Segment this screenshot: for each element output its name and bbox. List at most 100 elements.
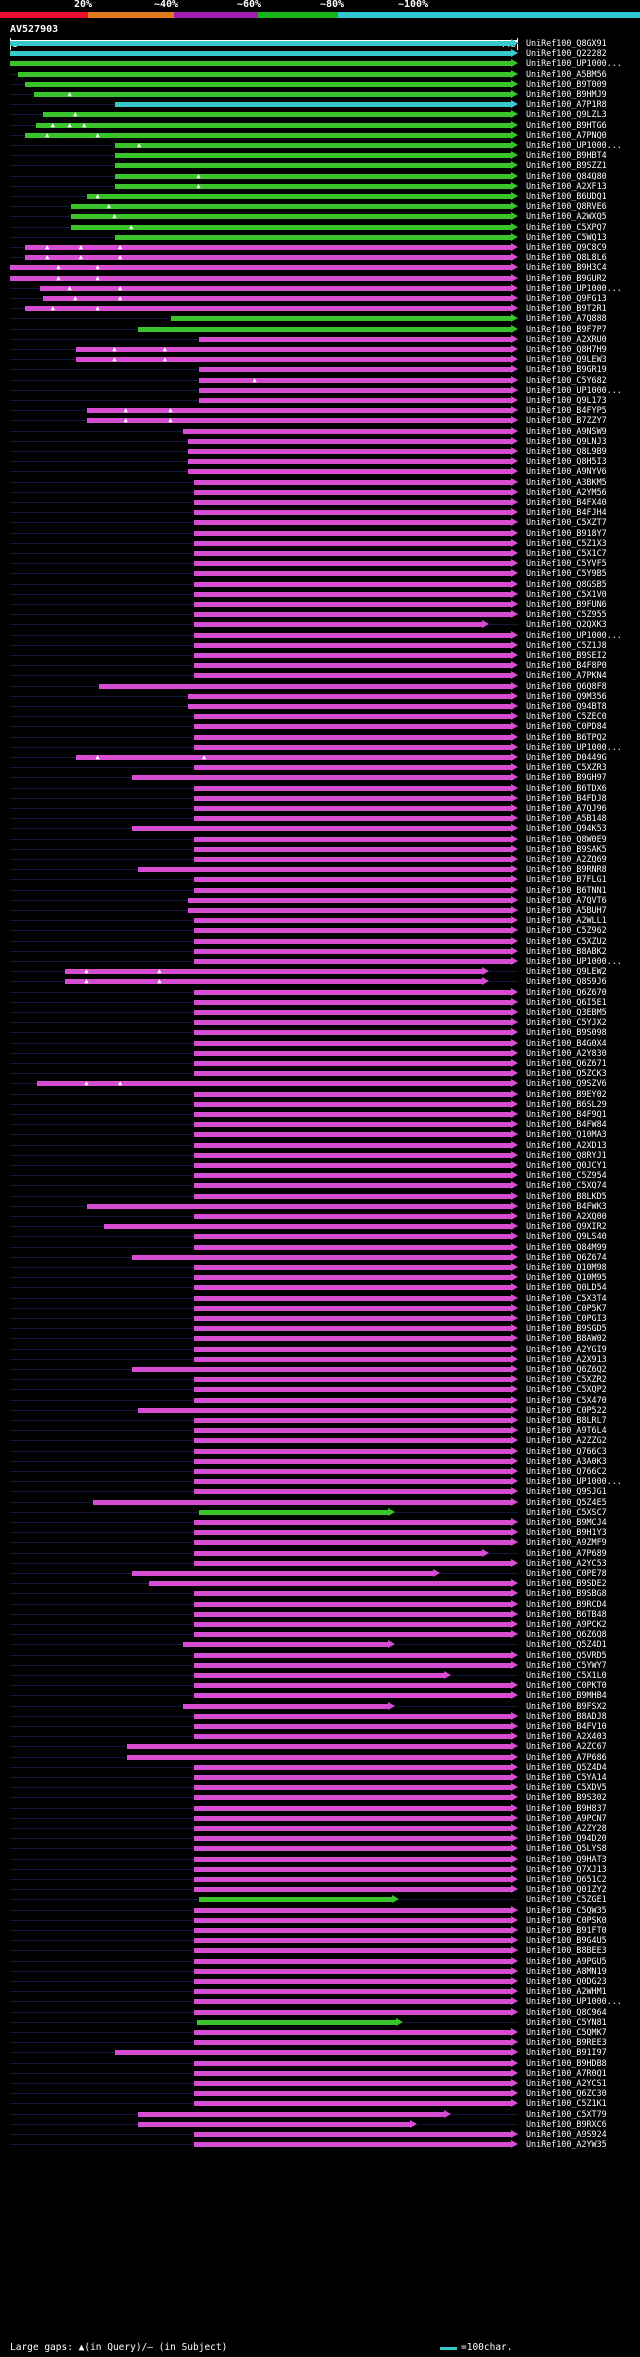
hit-bar[interactable] — [193, 1112, 511, 1117]
hit-bar[interactable] — [137, 867, 511, 873]
hit-row[interactable]: ▲ ▲ UniRef100_B4FYP5 — [0, 405, 640, 415]
hit-bar[interactable] — [193, 1163, 511, 1168]
hit-label[interactable]: UniRef100_UP1000... — [526, 384, 622, 395]
hit-row[interactable]: UniRef100_C5XSC7 — [0, 1507, 640, 1517]
hit-bar[interactable] — [193, 642, 511, 648]
hit-label[interactable]: UniRef100_D0449G — [526, 752, 607, 762]
hit-label[interactable]: UniRef100_A2YGI9 — [526, 1343, 607, 1354]
hit-row[interactable]: UniRef100_UP1000... — [0, 58, 640, 68]
hit-row[interactable]: UniRef100_A7R0Q1 — [0, 2068, 640, 2078]
hit-row[interactable]: UniRef100_Q6Z671 — [0, 1058, 640, 1068]
hit-bar[interactable] — [193, 1265, 511, 1270]
hit-row[interactable]: UniRef100_C0PKT0 — [0, 1680, 640, 1690]
hit-bar[interactable] — [193, 1785, 511, 1791]
hit-label[interactable]: UniRef100_Q9LEW3 — [526, 354, 607, 365]
hit-bar[interactable] — [193, 918, 511, 924]
hit-bar[interactable] — [193, 948, 511, 954]
hit-row[interactable]: UniRef100_A2XD13 — [0, 1140, 640, 1150]
hit-label[interactable]: UniRef100_A2ZQ69 — [526, 854, 607, 864]
hit-bar[interactable] — [193, 1938, 511, 1944]
hit-bar[interactable] — [24, 81, 511, 87]
hit-label[interactable]: UniRef100_A7R0Q1 — [526, 2067, 607, 2078]
hit-label[interactable]: UniRef100_C5Z954 — [526, 1170, 607, 1181]
hit-bar[interactable] — [193, 1836, 511, 1842]
hit-label[interactable]: UniRef100_B9S098 — [526, 1027, 607, 1038]
hit-bar[interactable] — [24, 255, 511, 261]
hit-label[interactable]: UniRef100_C5X1L0 — [526, 1670, 607, 1680]
hit-bar[interactable] — [182, 1703, 388, 1709]
hit-bar[interactable] — [193, 959, 511, 964]
hit-label[interactable]: UniRef100_A3A0K3 — [526, 1455, 607, 1466]
hit-row[interactable]: ▲ ▲ ▲ UniRef100_B9HTG6 — [0, 120, 640, 130]
hit-label[interactable]: UniRef100_C5YWY7 — [526, 1659, 607, 1670]
hit-row[interactable]: UniRef100_UP1000... — [0, 630, 640, 640]
hit-label[interactable]: UniRef100_A2ZZG2 — [526, 1435, 607, 1446]
hit-label[interactable]: UniRef100_UP1000... — [526, 741, 622, 752]
hit-label[interactable]: UniRef100_Q22282 — [526, 48, 607, 59]
hit-row[interactable]: UniRef100_A2WHM1 — [0, 1986, 640, 1996]
hit-row[interactable]: UniRef100_B9S302 — [0, 1792, 640, 1802]
hit-label[interactable]: UniRef100_Q9SZV6 — [526, 1078, 607, 1089]
hit-label[interactable]: UniRef100_Q9SJG1 — [526, 1486, 607, 1497]
hit-bar[interactable] — [132, 775, 511, 781]
hit-label[interactable]: UniRef100_UP1000... — [526, 282, 622, 293]
hit-label[interactable]: UniRef100_Q9C8C9 — [526, 242, 607, 252]
hit-label[interactable]: UniRef100_Q8RVE6 — [526, 201, 607, 212]
hit-bar[interactable] — [199, 1509, 388, 1515]
hit-bar[interactable] — [188, 449, 511, 454]
hit-row[interactable]: UniRef100_Q6Z670 — [0, 987, 640, 997]
hit-bar[interactable] — [193, 510, 511, 516]
hit-label[interactable]: UniRef100_UP1000... — [526, 956, 622, 966]
hit-label[interactable]: UniRef100_B6TDX6 — [526, 782, 607, 793]
hit-row[interactable]: UniRef100_B9SGD5 — [0, 1323, 640, 1333]
hit-bar[interactable] — [137, 1407, 511, 1413]
hit-row[interactable]: UniRef100_Q9HAT3 — [0, 1854, 640, 1864]
hit-row[interactable]: ▲ UniRef100_UP1000... — [0, 140, 640, 150]
hit-row[interactable]: UniRef100_C5YJX2 — [0, 1017, 640, 1027]
hit-label[interactable]: UniRef100_A2XQ00 — [526, 1211, 607, 1221]
hit-bar[interactable] — [193, 479, 511, 485]
hit-bar[interactable] — [193, 1387, 511, 1393]
hit-label[interactable]: UniRef100_B9SGD5 — [526, 1323, 607, 1334]
hit-bar[interactable] — [199, 336, 511, 342]
hit-label[interactable]: UniRef100_B9EY02 — [526, 1088, 607, 1099]
hit-row[interactable]: ▲ UniRef100_C5Y682 — [0, 375, 640, 385]
hit-bar[interactable] — [17, 71, 511, 77]
hit-label[interactable]: UniRef100_B6SL29 — [526, 1098, 607, 1109]
hit-label[interactable]: UniRef100_C5X470 — [526, 1394, 607, 1405]
hit-label[interactable]: UniRef100_A5B148 — [526, 813, 607, 824]
hit-row[interactable]: ▲ ▲ UniRef100_Q9SZV6 — [0, 1078, 640, 1088]
hit-bar[interactable] — [193, 1907, 511, 1913]
hit-label[interactable]: UniRef100_B9SDE2 — [526, 1578, 607, 1589]
hit-row[interactable]: UniRef100_UP1000... — [0, 385, 640, 395]
hit-bar[interactable] — [193, 928, 511, 934]
hit-row[interactable]: UniRef100_C5X1V0 — [0, 589, 640, 599]
hit-row[interactable]: UniRef100_A8MN19 — [0, 1966, 640, 1976]
hit-label[interactable]: UniRef100_B9RCD4 — [526, 1598, 607, 1609]
hit-row[interactable]: UniRef100_A7QJ96 — [0, 803, 640, 813]
hit-bar[interactable] — [98, 683, 511, 689]
hit-row[interactable]: UniRef100_B6TB48 — [0, 1609, 640, 1619]
hit-label[interactable]: UniRef100_C5Z1J8 — [526, 639, 607, 650]
hit-bar[interactable] — [193, 1530, 511, 1536]
hit-label[interactable]: UniRef100_A2ZC67 — [526, 1741, 607, 1752]
hit-label[interactable]: UniRef100_B7ZZY7 — [526, 415, 607, 426]
hit-label[interactable]: UniRef100_C5X3T4 — [526, 1292, 607, 1303]
hit-row[interactable]: UniRef100_A2ZC67 — [0, 1741, 640, 1751]
hit-bar[interactable] — [188, 438, 511, 444]
hit-label[interactable]: UniRef100_B9HMJ9 — [526, 89, 607, 99]
hit-bar[interactable] — [193, 846, 511, 852]
hit-bar[interactable] — [193, 1336, 511, 1342]
hit-bar[interactable] — [193, 1805, 511, 1811]
hit-row[interactable]: UniRef100_A3A0K3 — [0, 1456, 640, 1466]
hit-bar[interactable] — [193, 1866, 511, 1872]
hit-label[interactable]: UniRef100_B9SAK5 — [526, 843, 607, 854]
hit-row[interactable]: UniRef100_A9S924 — [0, 2129, 640, 2139]
hit-bar[interactable] — [193, 1326, 511, 1332]
hit-bar[interactable] — [193, 1152, 511, 1158]
hit-row[interactable]: UniRef100_B9RXC6 — [0, 2119, 640, 2129]
hit-label[interactable]: UniRef100_B8LKD5 — [526, 1190, 607, 1201]
hit-label[interactable]: UniRef100_A2XF13 — [526, 180, 607, 191]
hit-label[interactable]: UniRef100_Q9XIR2 — [526, 1221, 607, 1232]
hit-row[interactable]: ▲ UniRef100_B6UDQ1 — [0, 191, 640, 201]
